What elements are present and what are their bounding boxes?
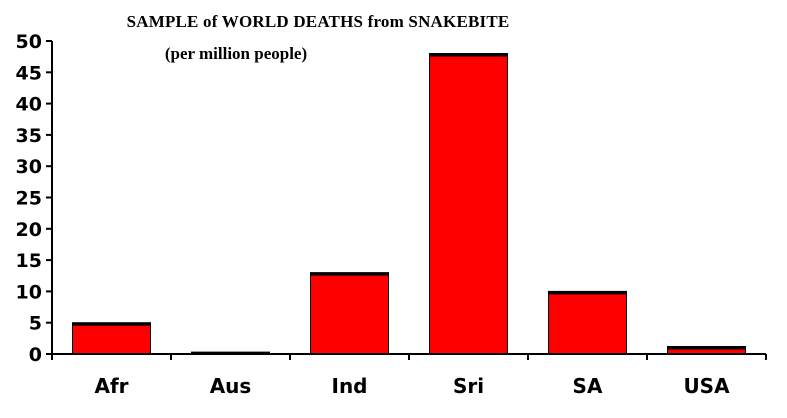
bar-sa bbox=[548, 290, 627, 355]
y-tick-label: 30 bbox=[16, 156, 42, 178]
bars bbox=[72, 53, 746, 355]
bar-afr bbox=[72, 322, 151, 355]
x-axis-tick-labels: Afr Aus Ind Sri SA USA bbox=[51, 354, 767, 398]
x-tick-label-usa: USA bbox=[683, 374, 730, 398]
y-tick-label: 25 bbox=[16, 188, 42, 210]
bar-sri bbox=[429, 53, 508, 355]
y-tick-label: 0 bbox=[29, 344, 42, 366]
bar-top-edge bbox=[310, 272, 389, 276]
x-tick-label-ind: Ind bbox=[332, 374, 368, 398]
x-tick-label-aus: Aus bbox=[210, 374, 252, 398]
y-tick-label: 5 bbox=[29, 313, 42, 335]
x-tick-label-sri: Sri bbox=[453, 374, 484, 398]
y-tick-label: 20 bbox=[16, 219, 42, 241]
y-tick-label: 50 bbox=[16, 31, 42, 53]
y-tick-label: 35 bbox=[16, 125, 42, 147]
y-tick-label: 10 bbox=[16, 281, 42, 303]
chart-title: SAMPLE of WORLD DEATHS from SNAKEBITE bbox=[127, 12, 510, 31]
bar-top-edge bbox=[429, 53, 508, 57]
y-tick-label: 15 bbox=[16, 250, 42, 272]
bar-top-edge bbox=[548, 291, 627, 295]
chart-subtitle: (per million people) bbox=[165, 44, 307, 63]
x-tick-label-afr: Afr bbox=[94, 374, 128, 398]
bar-top-edge bbox=[72, 322, 151, 326]
y-tick-label: 45 bbox=[16, 62, 42, 84]
x-tick-label-sa: SA bbox=[573, 374, 603, 398]
y-tick-label: 40 bbox=[16, 94, 42, 116]
y-axis-ticks: 0 5 10 15 20 25 30 35 40 45 50 bbox=[16, 31, 52, 366]
bar-ind bbox=[310, 272, 389, 355]
bar-top-edge bbox=[667, 346, 746, 350]
